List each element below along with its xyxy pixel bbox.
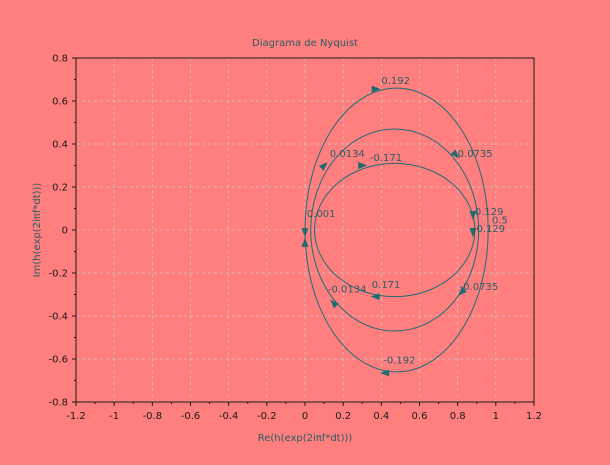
y-tick-label: -0.6 <box>48 355 68 366</box>
direction-arrow <box>318 161 328 171</box>
y-tick-label: -0.4 <box>48 312 68 323</box>
direction-arrow <box>457 287 467 296</box>
x-axis-label: Re(h(exp(2iπf*dt))) <box>258 433 353 444</box>
arrows <box>301 85 477 377</box>
x-tick-label: -0.8 <box>143 411 163 422</box>
direction-arrow <box>370 293 380 301</box>
direction-arrow <box>301 237 309 247</box>
x-tick-label: 1.2 <box>526 411 542 422</box>
direction-arrow <box>380 369 390 377</box>
chart-title: Diagrama de Nyquist <box>252 38 358 49</box>
x-tick-label: -1 <box>109 411 119 422</box>
x-tick-label: 1 <box>493 411 499 422</box>
y-axis-label: Im(h(exp(2iπf*dt))) <box>32 183 43 278</box>
frequency-label: -0.0735 <box>460 282 499 293</box>
direction-arrow <box>358 162 368 169</box>
frequency-label: -0.0134 <box>328 284 367 295</box>
frequency-label: 0.171 <box>372 280 401 291</box>
x-tick-label: 0.2 <box>335 411 351 422</box>
direction-arrow <box>469 228 477 238</box>
x-tick-label: -0.4 <box>219 411 239 422</box>
direction-arrow <box>450 149 460 159</box>
direction-arrow <box>469 210 477 220</box>
y-tick-label: 0.4 <box>52 140 68 151</box>
frequency-label: 0.0134 <box>330 149 365 160</box>
ticks: -1.2 -1 -0.8 -0.6 -0.4 -0.2 0 0.2 0.4 0.6 0.8 1 1.2 -… <box>48 54 541 423</box>
frequency-label: -0.171 <box>370 153 402 164</box>
x-tick-label: -0.6 <box>181 411 201 422</box>
y-tick-label: -0.8 <box>48 398 68 409</box>
frequency-label: -0.192 <box>383 355 415 366</box>
frequency-label: 0.0735 <box>458 149 493 160</box>
y-tick-label: -0.2 <box>48 269 68 280</box>
x-tick-label: 0.6 <box>412 411 428 422</box>
nyquist-curve-2 <box>310 128 480 332</box>
direction-arrow <box>371 85 381 93</box>
frequency-label: 0.5 <box>492 216 508 227</box>
frequency-label: 0.001 <box>307 209 336 220</box>
y-tick-label: 0.2 <box>52 183 68 194</box>
y-tick-label: 0.8 <box>52 54 68 65</box>
direction-arrow <box>330 299 339 309</box>
x-tick-label: 0.4 <box>373 411 389 422</box>
frequency-label: 0.192 <box>381 76 410 87</box>
y-tick-label: 0 <box>62 226 68 237</box>
x-tick-label: 0.8 <box>450 411 466 422</box>
x-tick-label: 0 <box>302 411 308 422</box>
x-tick-label: -0.2 <box>257 411 277 422</box>
direction-arrow <box>301 228 309 238</box>
frequency-label: -0.129 <box>473 224 505 235</box>
frequency-label: 0.129 <box>475 207 504 218</box>
x-tick-label: -1.2 <box>66 411 86 422</box>
y-tick-label: 0.6 <box>52 97 68 108</box>
